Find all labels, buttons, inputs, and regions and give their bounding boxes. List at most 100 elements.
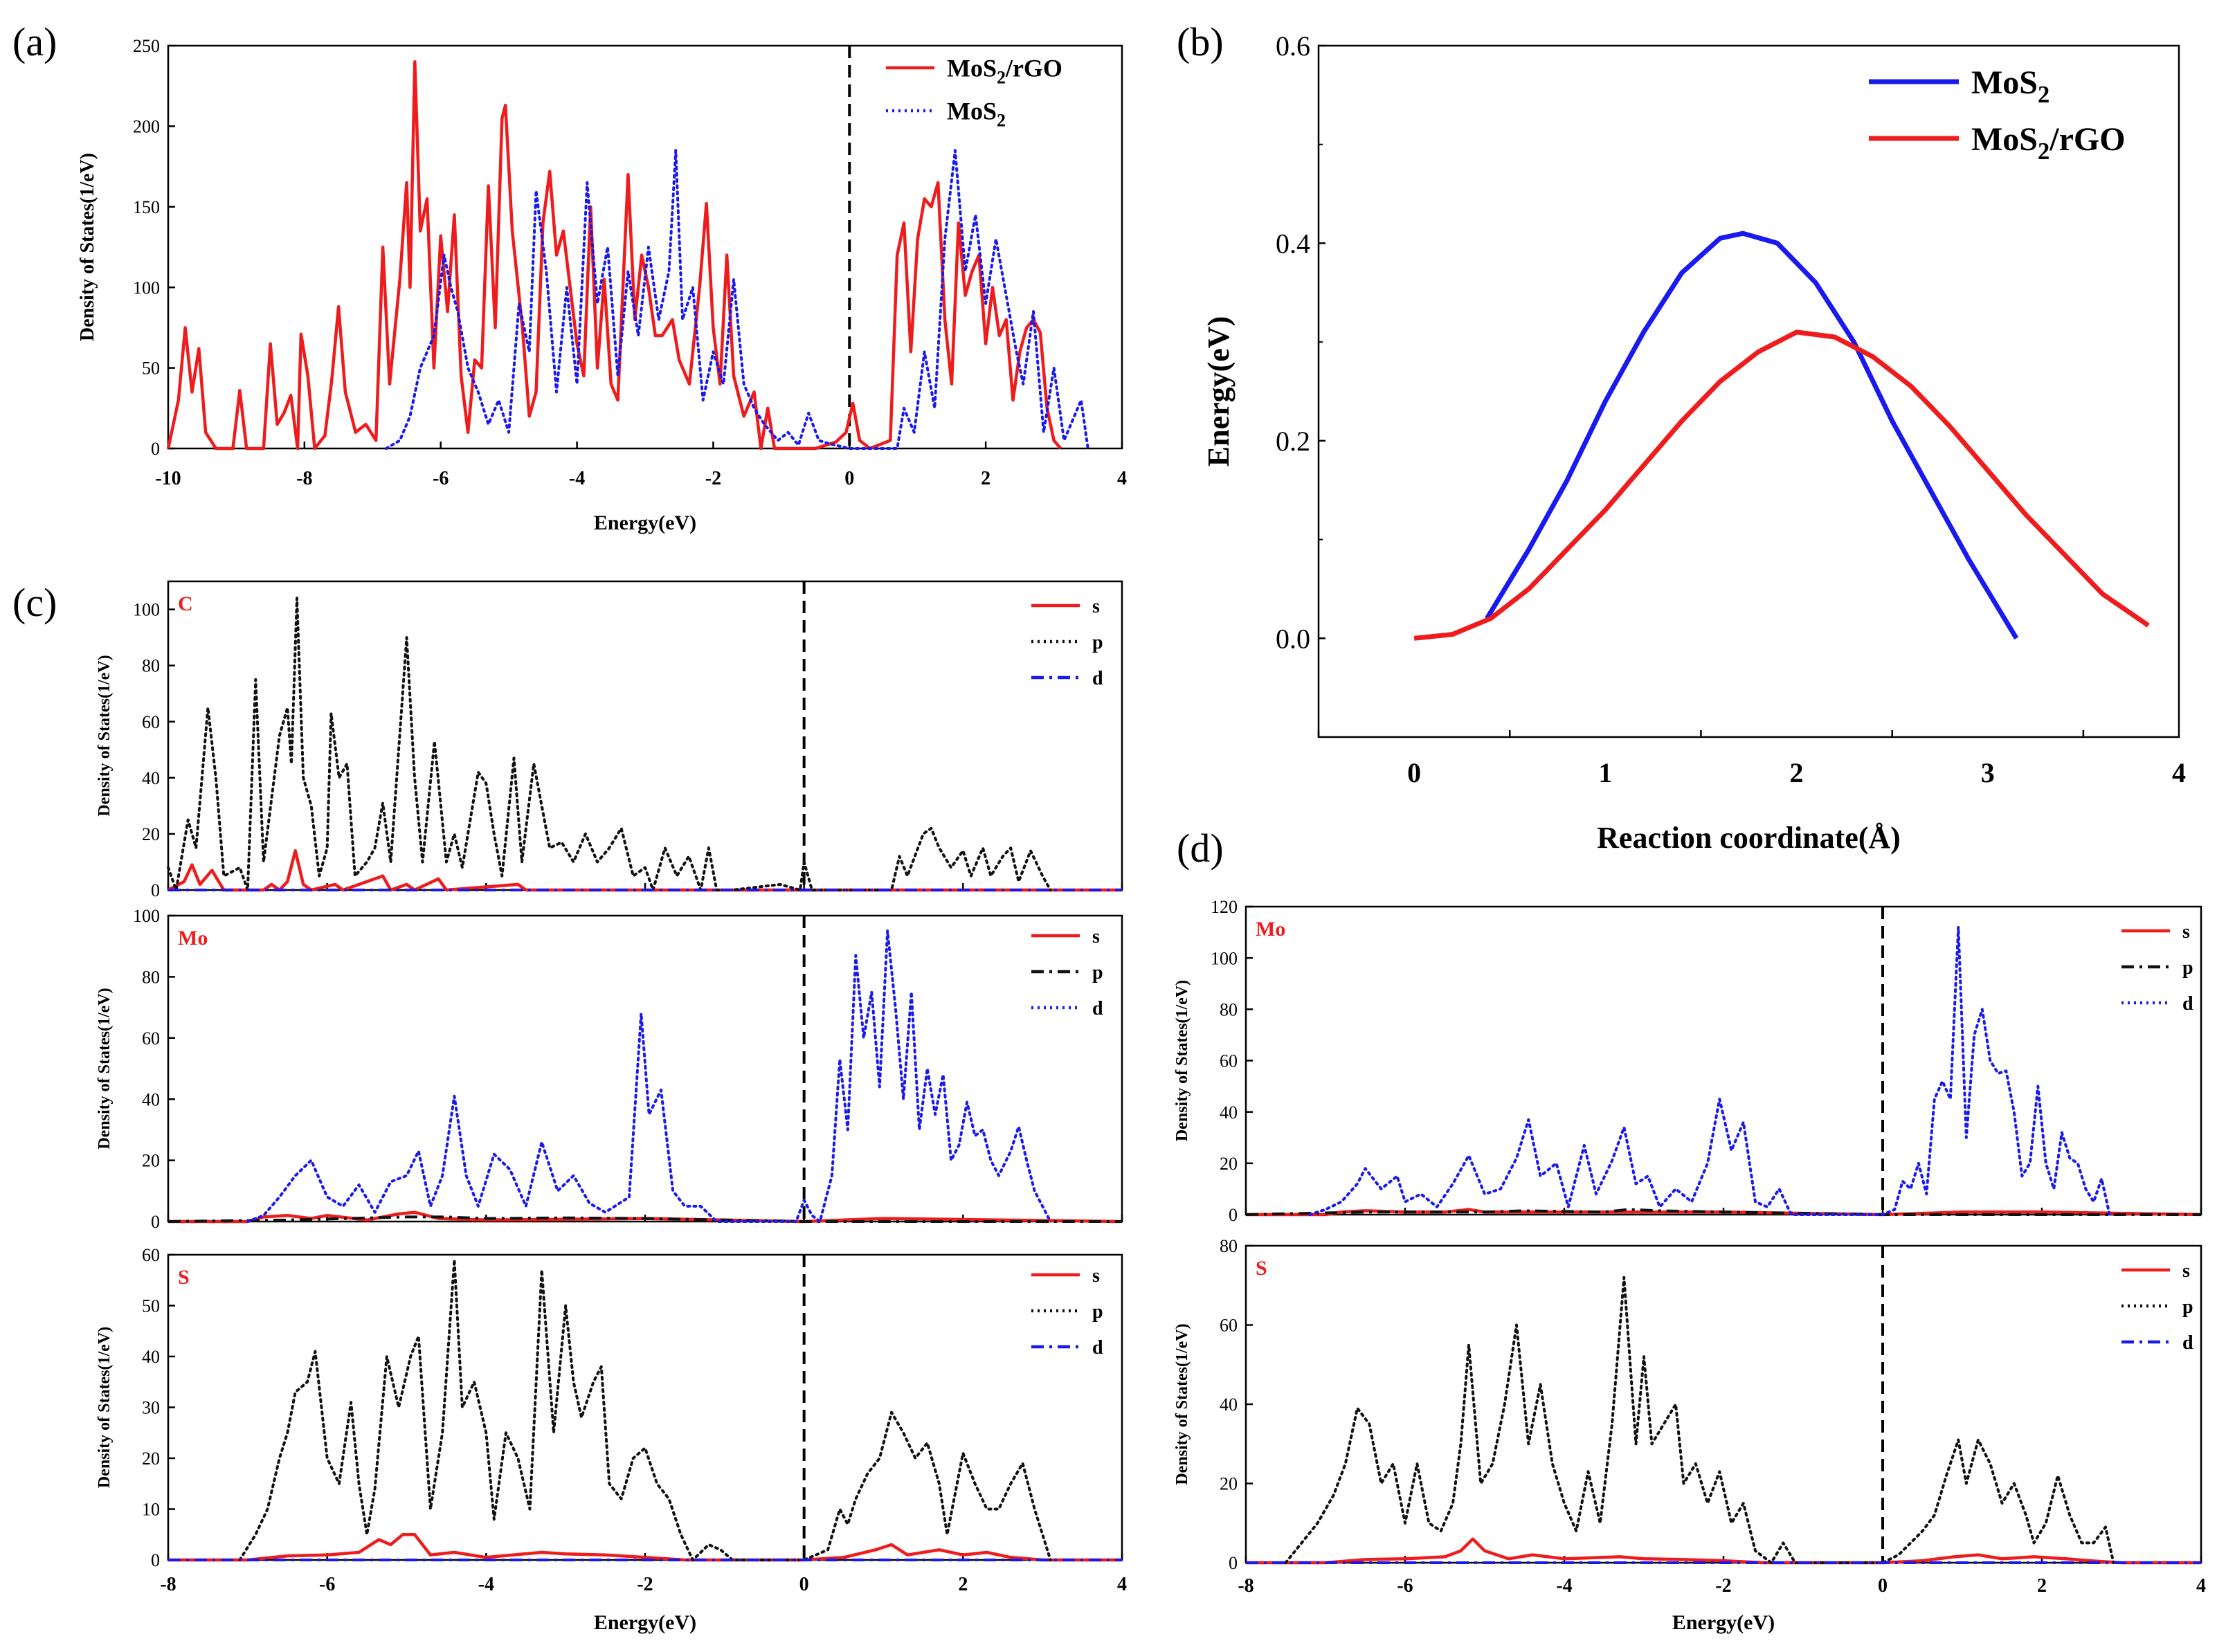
panel-b-ylabel: Energy(eV) xyxy=(1202,316,1236,467)
panel-d2-ylabel: Density of States(1/eV) xyxy=(1173,1323,1191,1485)
panel-c3-legend-label-main: d xyxy=(1092,1337,1103,1359)
panel-c3-ytick-label: 0 xyxy=(151,1550,160,1570)
panel-c3-legend-label: s xyxy=(1092,1265,1100,1287)
panel-c1-legend-label: p xyxy=(1092,632,1103,653)
panel-c1-legend-label-main: p xyxy=(1092,632,1103,653)
panel-c3-legend-label: p xyxy=(1092,1301,1103,1323)
panel-c2-element-label: Mo xyxy=(178,927,208,950)
panel-c1-legend-label-main: s xyxy=(1092,596,1100,617)
panel-c3-ylabel: Density of States(1/eV) xyxy=(96,1327,114,1488)
panel-a-ytick-label: 250 xyxy=(133,36,160,56)
panel-c2-ytick-label: 60 xyxy=(142,1028,160,1049)
panel-d2-xtick-label: -8 xyxy=(1238,1575,1254,1597)
panel-c1-ytick-label: 20 xyxy=(142,824,160,844)
panel-a-xtick-label: 2 xyxy=(981,468,990,489)
panel-a-xtick-label: -6 xyxy=(433,468,449,489)
panel-d1-series-d xyxy=(1308,925,2111,1216)
panel-a-ytick-label: 50 xyxy=(142,358,160,379)
panel-c3-xtick-label: -2 xyxy=(637,1574,653,1595)
panel-a-xtick-label: -8 xyxy=(296,468,312,489)
panel-c3-series-s xyxy=(168,1533,1122,1562)
panel-d2-series-p xyxy=(1284,1276,2115,1564)
panel-b-legend-label-main: MoS xyxy=(1971,121,2038,158)
panel-d2-legend-label: p xyxy=(2182,1296,2193,1318)
panel-c3-ytick-label: 20 xyxy=(142,1449,160,1469)
panel-d1-legend-label-main: d xyxy=(2182,993,2193,1015)
panel-c3-ytick-label: 40 xyxy=(142,1347,160,1367)
panel-b-label: (b) xyxy=(1177,19,1224,64)
panel-c2-ytick-label: 0 xyxy=(151,1212,160,1232)
panel-c3-legend-label-main: s xyxy=(1092,1265,1100,1287)
panel-a-xtick-label: 4 xyxy=(1117,468,1127,489)
panel-a-legend-label: MoS2/rGO xyxy=(947,55,1062,88)
panel-c1-ytick-label: 40 xyxy=(142,768,160,788)
panel-b-series-mos2-rgo xyxy=(1413,329,2150,641)
panel-c1-ytick-label: 80 xyxy=(142,656,160,676)
panel-d1-legend-label-main: p xyxy=(2182,957,2193,979)
panel-c2-legend-label: d xyxy=(1092,998,1103,1019)
panel-b-xtick-label: 3 xyxy=(1981,757,1995,788)
panel-d1-element-label: Mo xyxy=(1256,918,1285,941)
panel-c3-xtick-label: -8 xyxy=(160,1574,176,1595)
panel-d1-legend-label: p xyxy=(2182,957,2193,979)
panel-c2-legend-label-main: s xyxy=(1092,926,1100,947)
panel-c2-legend-label-main: p xyxy=(1092,962,1103,983)
panel-c3-xtick-label: -4 xyxy=(478,1574,494,1595)
panel-d2-element-label: S xyxy=(1256,1257,1267,1280)
panel-d2-legend-label: d xyxy=(2182,1332,2193,1354)
panel-b-ytick-label: 0.0 xyxy=(1276,623,1310,654)
panel-a-ylabel: Density of States(1/eV) xyxy=(77,153,98,341)
panel-c3-xtick-label: 4 xyxy=(1117,1574,1127,1595)
panel-a-legend-label-tail: /rGO xyxy=(1005,55,1062,82)
panel-c3-xtick-label: 2 xyxy=(958,1574,968,1595)
panel-d2-legend-label-main: s xyxy=(2182,1260,2190,1282)
panel-d2-xtick-label: 4 xyxy=(2196,1575,2206,1597)
panel-c2-legend-label-main: d xyxy=(1092,998,1103,1019)
panel-b-series-mos2 xyxy=(1485,230,2019,640)
panel-d2-legend-label-main: p xyxy=(2182,1296,2193,1318)
panel-a-ytick-label: 200 xyxy=(133,117,160,137)
panel-c2-ytick-label: 100 xyxy=(133,906,160,926)
panel-c3-legend-label: d xyxy=(1092,1337,1103,1359)
panel-a-ytick-label: 150 xyxy=(133,197,160,217)
panel-a-legend-label-main: MoS xyxy=(947,55,997,82)
panel-b-legend-label-sub: 2 xyxy=(2038,82,2049,108)
panel-c1-label: (c) xyxy=(12,580,57,625)
panel-d2-ytick-label: 60 xyxy=(1220,1316,1238,1336)
panel-d1-ytick-label: 0 xyxy=(1229,1205,1238,1225)
panel-a-xtick-label: -2 xyxy=(705,468,721,489)
panel-d2-legend-label-main: d xyxy=(2182,1332,2193,1354)
panel-a-series-mos2 xyxy=(385,149,1089,450)
panel-d2-xtick-label: -4 xyxy=(1556,1575,1572,1597)
panel-d1-ylabel: Density of States(1/eV) xyxy=(1173,980,1191,1141)
panel-c1-ylabel: Density of States(1/eV) xyxy=(96,655,114,816)
panel-d2-xtick-label: -6 xyxy=(1397,1575,1413,1597)
panel-d2-ytick-label: 0 xyxy=(1229,1553,1238,1573)
panel-c2-ytick-label: 40 xyxy=(142,1089,160,1109)
panel-c3-series-p xyxy=(238,1258,1052,1561)
panel-d1-ytick-label: 20 xyxy=(1220,1154,1238,1174)
panel-a-xlabel: Energy(eV) xyxy=(594,511,696,534)
panel-d1-series-p xyxy=(1245,1208,2201,1216)
panel-b-frame xyxy=(1317,44,2180,738)
panel-c3-frame xyxy=(167,1253,1123,1561)
panel-c1-ytick-label: 0 xyxy=(151,880,160,900)
panel-a-ytick-label: 0 xyxy=(151,439,160,459)
panel-c1-series-s xyxy=(167,848,1122,892)
panel-d1-legend-label: d xyxy=(2182,993,2193,1015)
panel-a-legend-label-sub: 2 xyxy=(997,68,1006,88)
panel-c3-xlabel: Energy(eV) xyxy=(594,1611,696,1634)
panel-c2-legend-label: p xyxy=(1092,962,1103,983)
panel-c3-xtick-label: -6 xyxy=(319,1574,335,1595)
panel-c2-ytick-label: 20 xyxy=(142,1151,160,1171)
panel-b-legend-label-main: MoS xyxy=(1971,64,2038,101)
panel-a-legend-label-sub: 2 xyxy=(997,111,1006,131)
panel-c1-frame xyxy=(167,580,1123,891)
panel-c1-ytick-label: 60 xyxy=(142,712,160,732)
panel-c1-legend-label-main: d xyxy=(1092,668,1103,689)
panel-d2-legend-label: s xyxy=(2182,1260,2190,1282)
panel-d2-ytick-label: 20 xyxy=(1220,1474,1238,1494)
panel-a-xtick-label: -4 xyxy=(569,468,585,489)
panel-c3-legend-label-main: p xyxy=(1092,1301,1103,1323)
